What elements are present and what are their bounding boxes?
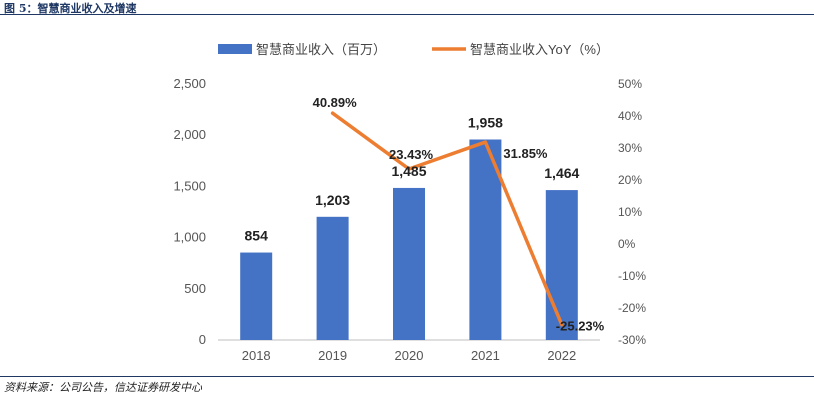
legend-line-label: 智慧商业收入YoY（%） [470, 42, 609, 57]
left-tick-label: 2,500 [173, 76, 206, 91]
x-tick-label: 2018 [242, 348, 271, 363]
x-tick-label: 2021 [471, 348, 500, 363]
line-series [330, 111, 564, 327]
legend-bar-label: 智慧商业收入（百万） [256, 42, 386, 57]
source-note: 资料来源：公司公告，信达证券研发中心 [4, 381, 202, 394]
bar-series [240, 139, 578, 340]
left-tick-label: 1,500 [173, 178, 206, 193]
right-tick-label: -10% [618, 269, 646, 283]
bar-value-label: 854 [245, 228, 269, 244]
x-tick-label: 2019 [318, 348, 347, 363]
x-tick-label: 2020 [395, 348, 424, 363]
yoy-value-label: 31.85% [503, 146, 548, 161]
revenue-bar [240, 252, 273, 340]
legend: 智慧商业收入（百万） 智慧商业收入YoY（%） [218, 42, 609, 57]
left-tick-label: 500 [184, 281, 206, 296]
figure-title: 图 5：智慧商业收入及增速 [4, 2, 137, 15]
right-tick-label: 30% [618, 141, 642, 155]
bar-value-label: 1,464 [544, 165, 579, 181]
right-tick-label: 10% [618, 205, 642, 219]
left-tick-label: 1,000 [173, 230, 206, 245]
yoy-value-label: 40.89% [313, 95, 358, 110]
top-rule [0, 14, 814, 15]
yoy-value-label: 23.43% [389, 147, 434, 162]
right-tick-label: 20% [618, 173, 642, 187]
right-tick-label: 0% [618, 237, 636, 251]
revenue-yoy-chart: 智慧商业收入（百万） 智慧商业收入YoY（%） 0 500 1,000 1,500 2,0… [173, 42, 646, 363]
right-tick-label: 40% [618, 109, 642, 123]
right-axis: -30% -20% -10% 0% 10% 20% 30% 40% 50% [618, 77, 646, 347]
x-axis: 2018 2019 2020 2021 2022 [218, 339, 600, 363]
bar-value-label: 1,485 [391, 163, 426, 179]
bar-value-label: 1,203 [315, 192, 350, 208]
bar-value-label: 1,958 [468, 115, 503, 131]
revenue-bar [393, 187, 425, 340]
x-tick-label: 2022 [547, 348, 576, 363]
right-tick-label: -30% [618, 333, 646, 347]
bottom-rule [0, 376, 814, 377]
right-tick-label: -20% [618, 301, 646, 315]
revenue-bar [545, 190, 578, 340]
right-tick-label: 50% [618, 77, 642, 91]
legend-bar-swatch [218, 44, 252, 54]
left-axis: 0 500 1,000 1,500 2,000 2,500 [173, 76, 206, 347]
yoy-value-label: -25.23% [556, 319, 605, 334]
revenue-bar [316, 216, 349, 340]
data-labels: 854 1,203 1,485 1,958 1,464 40.89% 23.43% 31.85… [245, 95, 605, 334]
left-tick-label: 0 [199, 332, 206, 347]
yoy-line [330, 111, 564, 327]
revenue-bar [469, 139, 502, 340]
left-tick-label: 2,000 [173, 127, 206, 142]
